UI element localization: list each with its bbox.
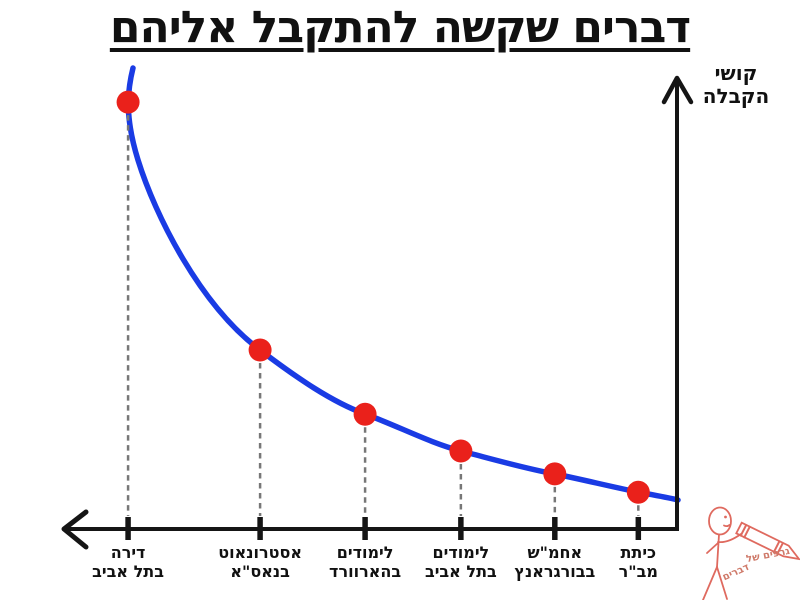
data-point <box>449 439 473 463</box>
y-axis-arrow-icon <box>661 75 694 105</box>
x-axis-label: לימודים בהארוורד <box>305 543 425 581</box>
y-axis-label-line1: קושי <box>714 61 758 85</box>
difficulty-curve <box>125 65 681 503</box>
data-point <box>353 402 377 426</box>
x-axis-label-line1: לימודים <box>336 543 394 562</box>
x-axis-label-line1: לימודים <box>432 543 490 562</box>
dashed-guide-lines <box>126 115 640 516</box>
y-axis-label: קושי הקבלה <box>690 62 782 108</box>
x-axis-label-line2: מב"ר <box>618 562 658 581</box>
x-axis-label: אסטרונאוט בנאס"א <box>200 543 320 581</box>
chart-title: דברים שקשה להתקבל אליהם <box>109 2 691 53</box>
x-axis-label-line2: בבורגראנץ <box>514 562 596 581</box>
x-axis-label: כיתת מב"ר <box>578 543 698 581</box>
x-axis-label-line1: כיתת <box>620 543 657 562</box>
y-axis-label-line2: הקבלה <box>702 84 770 108</box>
x-axis-label-line1: אחמ"ש <box>527 543 583 562</box>
x-axis-label-line2: בתל אביב <box>92 562 164 581</box>
x-axis-label-line2: בהארוורד <box>329 562 402 581</box>
data-points <box>116 90 650 504</box>
data-point <box>626 480 650 504</box>
x-axis-label-line2: בתל אביב <box>424 562 497 581</box>
x-axis-label: לימודים בתל אביב <box>401 543 521 581</box>
x-axis-label: דירה בתל אביב <box>68 543 188 581</box>
x-axis-arrow-icon <box>61 509 89 550</box>
x-axis-label: אחמ"ש בבורגראנץ <box>495 543 615 581</box>
x-axis-label-line1: אסטרונאוט <box>218 543 302 562</box>
data-point <box>116 90 140 114</box>
data-point <box>248 338 272 362</box>
x-axis-label-line1: דירה <box>110 543 146 562</box>
data-point <box>543 462 567 486</box>
stick-figure-with-crayon-icon <box>702 506 800 600</box>
x-axis-label-line2: בנאס"א <box>230 562 290 581</box>
